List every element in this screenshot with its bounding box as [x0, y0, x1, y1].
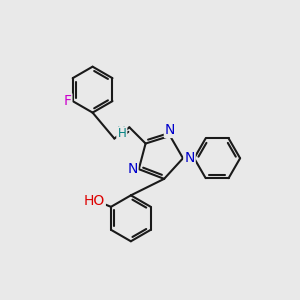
Text: H: H [117, 125, 126, 138]
Text: N: N [165, 123, 175, 137]
Text: H: H [118, 127, 126, 140]
Text: N: N [184, 151, 195, 165]
Text: F: F [63, 94, 71, 108]
Text: HO: HO [84, 194, 105, 208]
Text: N: N [127, 162, 137, 176]
